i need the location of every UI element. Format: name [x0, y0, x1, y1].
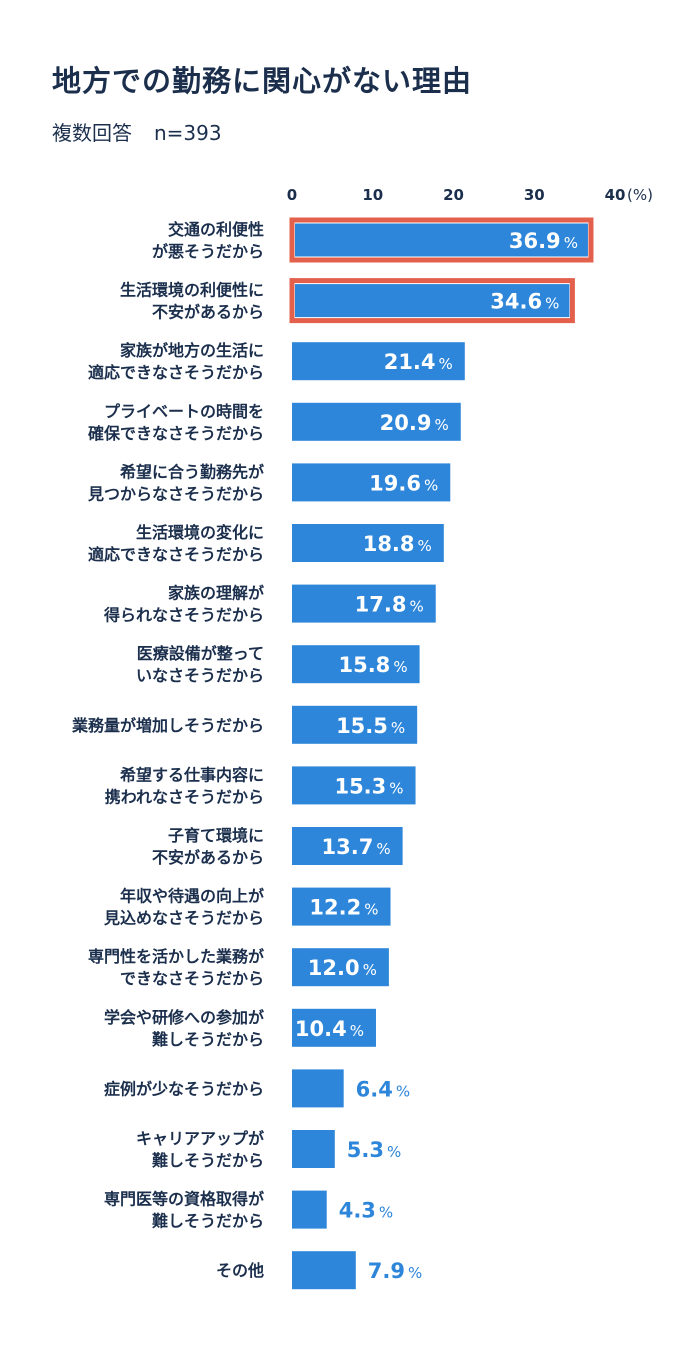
data-label: 36.9%	[509, 229, 578, 253]
bar	[292, 524, 444, 562]
data-label: 12.0%	[308, 956, 377, 980]
data-label: 12.2%	[309, 896, 378, 920]
bar	[292, 1251, 356, 1290]
data-label: 20.9%	[380, 411, 449, 435]
highlight-frame	[289, 278, 575, 324]
category-label: 医療設備が整って	[137, 644, 264, 663]
category-label: 家族の理解が	[168, 584, 264, 603]
bar	[292, 463, 451, 502]
category-label: 学会や研修への参加が	[104, 1008, 264, 1027]
bar	[292, 584, 436, 623]
data-label: 15.5%	[336, 714, 405, 738]
category-label: 業務量が増加しそうだから	[71, 716, 264, 735]
data-label: 15.8%	[338, 653, 407, 677]
bar	[292, 1130, 335, 1168]
category-label: 不安があるから	[152, 848, 264, 867]
x-tick-label: 0	[287, 186, 297, 204]
data-label: 15.3%	[334, 774, 403, 798]
category-label: 難しそうだから	[152, 1151, 264, 1170]
bar	[292, 1190, 327, 1229]
category-label: 専門医等の資格取得が	[104, 1190, 264, 1209]
bar	[292, 1069, 344, 1108]
subtitle-text: 複数回答	[52, 121, 132, 145]
bar	[295, 284, 570, 318]
chart-title: 地方での勤務に関心がない理由	[52, 64, 473, 98]
category-label: 確保できなさそうだから	[88, 424, 264, 443]
category-label: 難しそうだから	[152, 1212, 264, 1231]
category-label: が悪そうだから	[152, 242, 264, 261]
category-label: その他	[216, 1261, 264, 1280]
category-label: 適応できなさそうだから	[88, 545, 264, 564]
bar	[292, 887, 391, 926]
x-tick-label: 20	[443, 186, 464, 204]
bar	[292, 402, 461, 441]
data-label: 21.4%	[384, 350, 453, 374]
bar	[292, 645, 420, 684]
data-label: 5.3%	[347, 1138, 401, 1162]
bar	[292, 827, 403, 865]
category-label: 希望に合う勤務先が	[120, 462, 264, 481]
category-label: 子育て環境に	[168, 826, 264, 845]
category-label: 適応できなさそうだから	[88, 363, 264, 382]
x-tick-label: 30	[524, 186, 545, 204]
x-tick-label: 10	[362, 186, 383, 204]
category-label: 難しそうだから	[152, 1030, 264, 1049]
category-label: 携われなさそうだから	[105, 787, 264, 806]
data-label: 7.9%	[368, 1259, 422, 1283]
category-label: キャリアアップが	[136, 1129, 264, 1148]
data-label: 6.4%	[356, 1077, 410, 1101]
category-label: いなさそうだから	[136, 666, 264, 685]
category-label: 得られなさそうだから	[103, 606, 264, 625]
highlight-frame	[289, 217, 594, 263]
category-label: 希望する仕事内容に	[120, 765, 264, 784]
data-label: 13.7%	[322, 835, 391, 859]
data-label: 19.6%	[369, 471, 438, 495]
bar	[292, 948, 389, 987]
category-label: 専門性を活かした業務が	[88, 947, 264, 966]
bar	[292, 766, 416, 805]
x-tick-label: 40	[605, 186, 626, 204]
sample-size: n=393	[154, 121, 222, 145]
data-label: 10.4%	[295, 1017, 364, 1041]
data-label: 17.8%	[355, 593, 424, 617]
category-label: 不安があるから	[152, 303, 264, 322]
bar	[295, 223, 588, 257]
chart-subtitle: 複数回答 n=393	[52, 117, 222, 146]
category-label: 症例が少なそうだから	[104, 1079, 264, 1098]
category-label: 生活環境の変化に	[136, 523, 264, 542]
category-label: 家族が地方の生活に	[120, 341, 264, 360]
category-label: 見込めなさそうだから	[103, 909, 264, 928]
category-label: プライベートの時間を	[104, 402, 264, 421]
data-label: 34.6%	[490, 290, 559, 314]
bar	[292, 342, 465, 381]
data-label: 18.8%	[363, 532, 432, 556]
bar	[292, 705, 418, 744]
category-label: できなさそうだから	[120, 969, 264, 988]
bar	[292, 1008, 376, 1047]
data-label: 4.3%	[339, 1199, 393, 1223]
category-label: 生活環境の利便性に	[120, 281, 264, 300]
category-label: 見つからなさそうだから	[87, 484, 264, 503]
category-label: 交通の利便性	[168, 220, 264, 239]
x-axis-unit: (%)	[627, 186, 653, 204]
category-label: 年収や待遇の向上が	[120, 887, 264, 906]
